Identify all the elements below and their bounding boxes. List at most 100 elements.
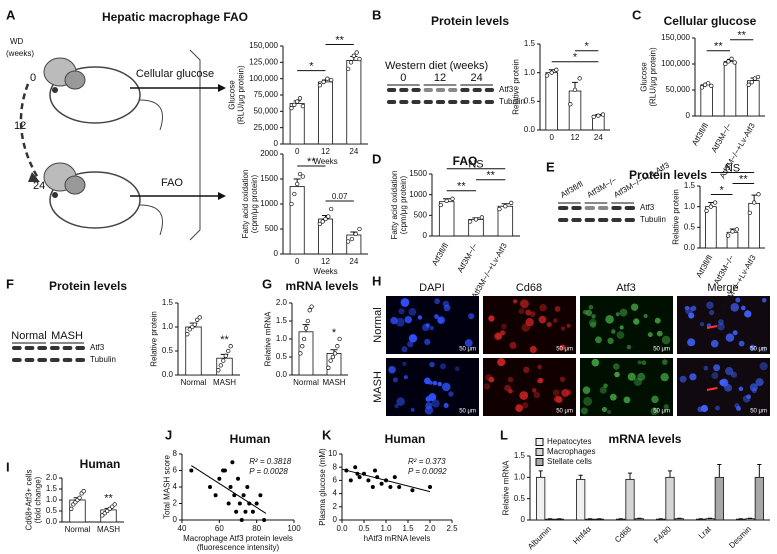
x-tick-label: F4/80 [652,524,673,545]
y-tick-label: 1.5 [684,181,696,190]
fit-line [191,465,267,514]
cell [749,344,756,351]
point [292,191,297,197]
band [584,218,595,222]
y-tick-label: 0.5 [276,352,288,361]
point [337,336,342,342]
cell [719,379,726,386]
point [77,495,82,500]
point [301,336,307,342]
cell [533,391,541,399]
significance: * [720,184,725,196]
point [289,201,294,207]
column-label: DAPI [419,282,445,294]
band [598,206,609,210]
point [554,67,559,72]
arrow-label: Cellular glucose [136,68,214,80]
point [704,208,709,213]
cell [488,315,495,322]
point [329,206,334,212]
band [411,100,421,104]
error-bar [667,470,673,478]
cell [501,323,507,330]
point [237,501,242,506]
wd-label: WD [10,37,24,46]
band-label: Tubulin [90,355,116,364]
cell [654,317,661,324]
band-label: Atf3 [499,85,514,94]
significance: * [573,52,578,64]
point [226,501,231,506]
band [75,346,85,350]
y-tick-label: 1.5 [162,298,174,307]
x-tick-label: Atf3fl/fl [690,121,710,147]
y-tick-label: 4 [333,489,338,498]
mouse [43,57,163,131]
band [435,88,446,92]
cell [703,365,709,371]
cell [555,396,563,403]
y-tick-label: 0.0 [524,125,536,134]
cell [713,364,721,372]
lane-label: 12 [434,72,446,84]
blot-header: Western diet (weeks) [385,60,488,72]
error-bar [717,464,722,478]
bar [736,518,746,521]
cell [661,359,668,365]
panel-title: Human [230,432,271,446]
cell [432,380,438,386]
cell [431,399,440,408]
cell [599,386,607,394]
cell [711,372,719,380]
x-tick-label: 1.5 [402,524,414,533]
point [323,216,328,222]
cell [525,309,532,316]
panel-title: Human [385,432,426,446]
band [387,88,397,92]
error-bar [757,464,762,478]
point [226,348,231,354]
point [497,206,502,212]
point [69,506,74,511]
fit-line [341,468,431,493]
y-axis-label: Total MASH score [163,454,172,519]
x-tick-label: Cd68 [613,524,633,544]
cell [537,364,542,370]
point [328,358,333,363]
bar [754,476,764,521]
point [357,56,362,62]
band [460,88,470,92]
point [239,518,244,522]
cell [553,318,558,323]
y-axis-label: Relative protein [150,311,159,367]
cell [615,312,620,317]
cell [717,319,724,325]
y-tick-label: 6 [333,476,338,485]
y-axis-label: Relative protein [512,59,521,115]
panel-letter: A [6,7,16,22]
point [699,85,705,90]
cell [443,402,449,409]
point [295,181,300,187]
x-tick-label: Atf3fl/fl [694,253,714,279]
cell [591,314,596,319]
band [24,358,35,362]
x-tick-label: Normal [293,378,319,387]
bar [616,518,626,521]
band [62,358,73,362]
cell [601,406,608,413]
cell [730,371,738,378]
cell [404,315,413,324]
cell [744,310,752,318]
cell [738,340,745,347]
point [388,485,393,489]
point [450,196,455,201]
y-tick-label: 1.5 [276,316,288,325]
scale-bar: 50 μm [556,347,573,353]
cell [388,365,396,374]
point [370,485,375,489]
point [230,460,235,465]
cell [759,362,768,371]
bar [705,518,715,521]
cell [396,397,405,406]
